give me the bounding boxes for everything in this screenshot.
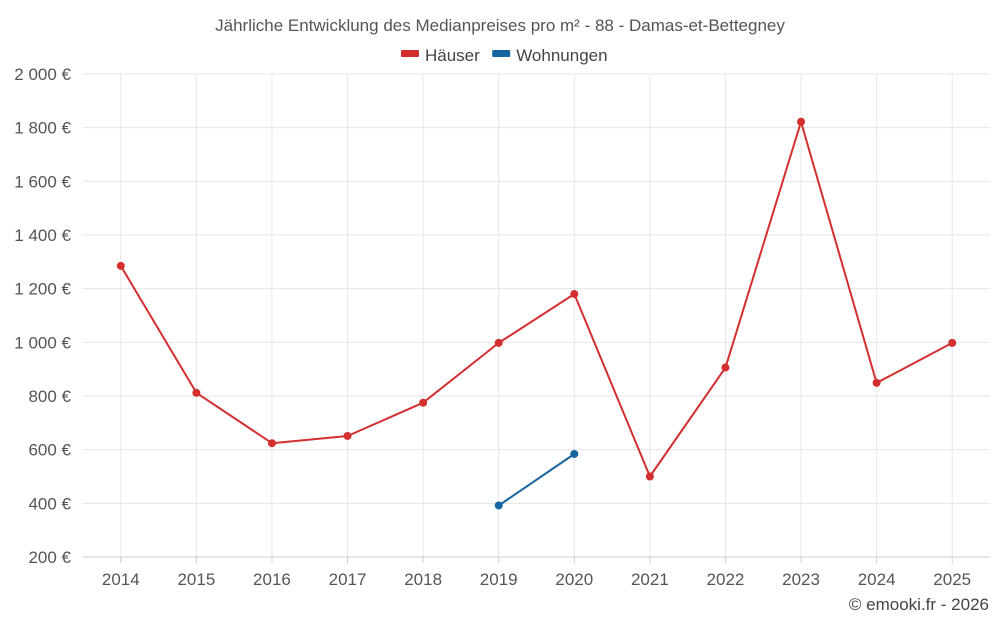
- data-point-h-user[interactable]: [419, 398, 428, 407]
- y-tick-label: 1 000 €: [14, 333, 71, 352]
- data-point-wohnungen[interactable]: [570, 449, 579, 458]
- chart-title: Jährliche Entwicklung des Medianpreises …: [215, 16, 785, 35]
- grid-lines: [83, 73, 990, 557]
- x-tick-label: 2019: [480, 570, 518, 589]
- data-point-h-user[interactable]: [570, 290, 579, 299]
- x-tick-label: 2017: [329, 570, 367, 589]
- y-tick-label: 1 600 €: [14, 172, 71, 191]
- y-tick-label: 1 400 €: [14, 226, 71, 245]
- data-point-h-user[interactable]: [494, 338, 503, 347]
- y-tick-label: 1 800 €: [14, 119, 71, 138]
- x-tick-label: 2021: [631, 570, 669, 589]
- x-tick-label: 2020: [555, 570, 593, 589]
- y-tick-label: 2 000 €: [14, 65, 71, 84]
- x-tick-label: 2022: [707, 570, 745, 589]
- x-tick-label: 2016: [253, 570, 291, 589]
- legend-label: Wohnungen: [516, 46, 607, 65]
- data-point-h-user[interactable]: [116, 261, 125, 270]
- x-tick-label: 2018: [404, 570, 442, 589]
- y-tick-label: 800 €: [28, 387, 71, 406]
- data-point-h-user[interactable]: [192, 388, 201, 397]
- data-point-h-user[interactable]: [872, 378, 881, 387]
- y-tick-label: 400 €: [28, 494, 71, 513]
- data-point-h-user[interactable]: [797, 117, 806, 126]
- x-tick-label: 2014: [102, 570, 140, 589]
- y-tick-label: 200 €: [28, 548, 71, 567]
- series-line-h-user: [119, 120, 953, 478]
- y-tick-label: 600 €: [28, 441, 71, 460]
- legend-item-wohnungen[interactable]: Wohnungen: [492, 46, 608, 65]
- data-point-h-user[interactable]: [645, 472, 654, 481]
- legend: Häuser Wohnungen: [401, 46, 608, 65]
- legend-swatch: [401, 50, 419, 57]
- x-tick-label: 2023: [782, 570, 820, 589]
- series-line-wohnungen: [498, 453, 575, 507]
- data-point-h-user[interactable]: [721, 363, 730, 372]
- series-layer: [116, 117, 957, 510]
- x-tick-label: 2025: [933, 570, 971, 589]
- data-point-h-user[interactable]: [948, 338, 957, 347]
- x-tick-label: 2015: [177, 570, 215, 589]
- x-tick-label: 2024: [858, 570, 896, 589]
- legend-swatch: [492, 50, 511, 57]
- data-point-h-user[interactable]: [343, 431, 352, 440]
- credit-text: © emooki.fr - 2026: [849, 595, 989, 614]
- legend-item-h-user[interactable]: Häuser: [401, 46, 480, 65]
- y-tick-label: 1 200 €: [14, 280, 71, 299]
- data-point-wohnungen[interactable]: [494, 501, 503, 510]
- legend-label: Häuser: [425, 46, 480, 65]
- axes: 200 € 400 € 600 € 800 € 1 000 € 1 200 € 1 400 …: [14, 65, 990, 589]
- data-point-h-user[interactable]: [267, 439, 276, 448]
